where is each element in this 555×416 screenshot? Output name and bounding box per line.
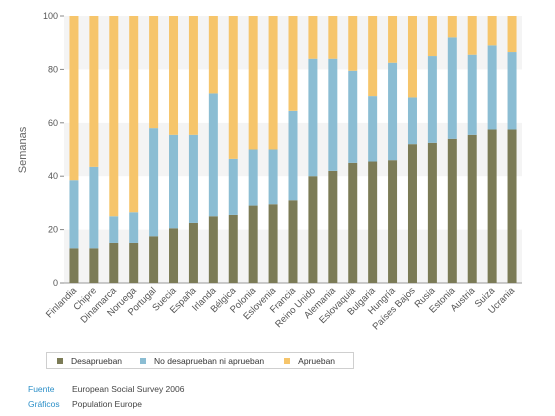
bar-segment <box>368 96 378 162</box>
legend-label: No desaprueban ni aprueban <box>154 355 265 366</box>
bar-segment <box>188 134 198 223</box>
bar-segment <box>228 16 238 159</box>
bar-segment <box>328 58 338 171</box>
graphics-label: Gráficos <box>28 399 60 409</box>
bar-segment <box>288 110 298 201</box>
bar-segment <box>208 93 218 217</box>
bar-segment <box>348 70 358 163</box>
legend-item: Desaprueban <box>57 356 122 366</box>
bar-segment <box>69 16 79 181</box>
bar-segment <box>89 166 99 249</box>
bar-segment <box>388 16 398 63</box>
legend-swatch <box>140 357 147 364</box>
bar-segment <box>268 204 278 283</box>
legend-label: Desaprueban <box>71 355 123 366</box>
bar-segment <box>248 16 258 150</box>
bar-segment <box>507 129 517 283</box>
bar-segment <box>427 56 437 143</box>
y-tick-label: 40 <box>48 171 58 181</box>
y-tick-label: 80 <box>48 64 58 74</box>
bar-segment <box>328 16 338 59</box>
bar-segment <box>208 216 218 283</box>
bar-segment <box>149 16 159 129</box>
bar-segment <box>149 236 159 283</box>
bar-segment <box>89 248 99 283</box>
bar-segment <box>288 16 298 111</box>
bar-segment <box>407 144 417 283</box>
legend-swatch <box>284 357 291 364</box>
bar-segment <box>447 138 457 283</box>
graphics-value: Population Europe <box>72 399 142 409</box>
y-axis-label: Semanas <box>17 126 29 173</box>
bar-segment <box>388 160 398 283</box>
bar-segment <box>447 37 457 139</box>
bar-segment <box>507 16 517 53</box>
bars <box>69 16 517 283</box>
bar-segment <box>188 16 198 135</box>
bar-segment <box>109 242 119 283</box>
legend-item: No desaprueban ni aprueban <box>140 356 264 366</box>
y-tick-label: 0 <box>53 278 58 288</box>
bar-segment <box>427 16 437 57</box>
bar-segment <box>69 248 79 283</box>
source-label: Fuente <box>28 384 55 394</box>
bar-segment <box>487 129 497 283</box>
legend-item: Aprueban <box>284 356 335 366</box>
bar-segment <box>169 16 179 135</box>
bar-segment <box>228 158 238 215</box>
legend-label: Aprueban <box>298 355 336 366</box>
bar-segment <box>248 149 258 206</box>
bar-segment <box>169 134 179 229</box>
legend-swatch <box>57 357 63 364</box>
bar-segment <box>368 16 378 97</box>
x-axis: FinlandiaChipreDinamarcaNoruegaPortugalS… <box>44 285 518 332</box>
bar-segment <box>308 58 318 177</box>
bar-segment <box>507 52 517 130</box>
bar-segment <box>149 128 159 237</box>
graphics-line: Gráficos Population Europe <box>28 399 142 409</box>
bar-segment <box>109 16 119 217</box>
bar-segment <box>109 216 119 243</box>
bar-segment <box>348 162 358 283</box>
bar-segment <box>308 16 318 59</box>
bar-segment <box>129 16 139 213</box>
legend: Desaprueban No desaprueban ni aprueban Apr… <box>46 352 354 369</box>
bar-segment <box>228 214 238 283</box>
bar-segment <box>288 200 298 283</box>
bar-segment <box>129 212 139 243</box>
bar-segment <box>467 16 477 55</box>
bar-segment <box>208 16 218 94</box>
y-tick-label: 60 <box>48 118 58 128</box>
bar-segment <box>487 16 497 46</box>
bar-segment <box>348 16 358 71</box>
source-value: European Social Survey 2006 <box>72 384 185 394</box>
bar-segment <box>89 16 99 167</box>
y-tick-label: 20 <box>48 225 58 235</box>
bar-segment <box>407 16 417 98</box>
bar-segment <box>129 242 139 283</box>
source-line: Fuente European Social Survey 2006 <box>28 384 184 394</box>
bar-segment <box>268 149 278 205</box>
bar-segment <box>427 142 437 283</box>
bar-segment <box>467 134 477 283</box>
bar-segment <box>69 180 79 249</box>
bar-segment <box>188 222 198 283</box>
stacked-bar-chart: 0 20 40 60 80 100 FinlandiaChipreDinamarcaNor… <box>17 11 522 332</box>
bar-segment <box>487 45 497 130</box>
bar-segment <box>248 205 258 283</box>
bar-segment <box>388 62 398 161</box>
bar-segment <box>268 16 278 150</box>
y-tick-label: 100 <box>43 11 58 21</box>
bar-segment <box>308 176 318 283</box>
bar-segment <box>328 170 338 283</box>
bar-segment <box>169 228 179 283</box>
bar-segment <box>368 161 378 283</box>
bar-segment <box>407 97 417 145</box>
bar-segment <box>447 16 457 38</box>
bar-segment <box>467 54 477 135</box>
